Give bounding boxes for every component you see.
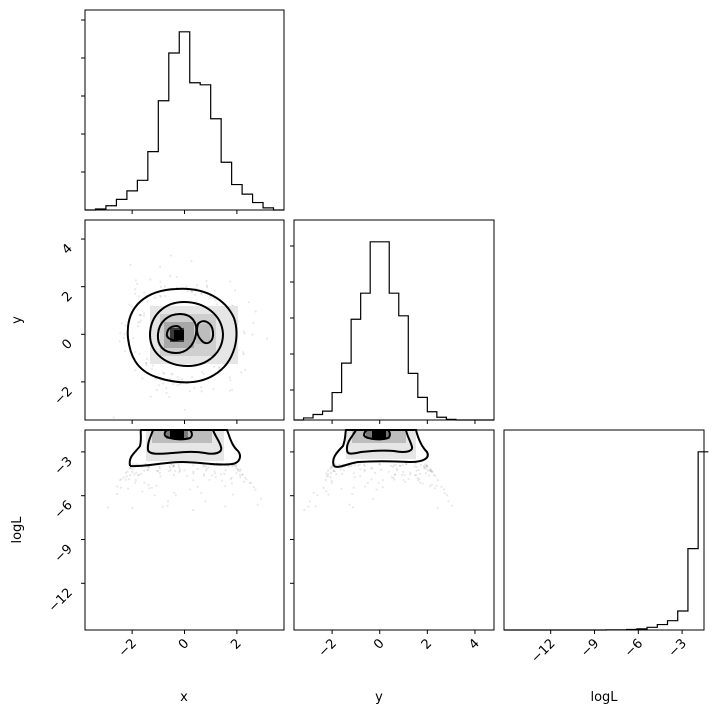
ylabel-logL: logL	[10, 516, 25, 544]
contours-x-y	[126, 287, 238, 384]
scatter-y-logL	[303, 462, 453, 512]
ylabel-y: y	[10, 316, 25, 324]
panel-frame-y-hist	[293, 219, 495, 421]
xtick-label-y: −2	[316, 636, 340, 660]
histogram-logL	[504, 451, 709, 631]
xlabel-logL: logL	[590, 690, 618, 705]
xtick-label-x: −2	[116, 636, 140, 660]
panel-frame-logL-hist	[503, 429, 705, 631]
xlabel-y: y	[375, 690, 383, 705]
xtick-label-logL: −6	[622, 636, 646, 660]
xlabel-x: x	[180, 690, 188, 705]
scatter-x-logL	[106, 462, 263, 512]
ytick-label-y: 0	[59, 337, 75, 353]
panel-frame-x-hist	[84, 9, 285, 211]
density-x-logL	[146, 431, 224, 461]
xtick-label-logL: −3	[666, 636, 690, 660]
xtick-label-x: 0	[176, 636, 192, 652]
contours-x-logL	[128, 429, 241, 468]
xtick-label-y: 2	[419, 636, 435, 652]
panel-frame-y-logL	[293, 429, 495, 631]
axis-ticks	[81, 19, 683, 634]
ytick-label-logL: −9	[52, 542, 76, 566]
ytick-label-y: 4	[59, 241, 75, 257]
contours-y-logL	[332, 429, 429, 468]
histogram-y	[294, 241, 494, 421]
xtick-label-x: 2	[228, 636, 244, 652]
ytick-label-logL: −12	[46, 586, 76, 616]
xtick-label-logL: −9	[578, 636, 602, 660]
ytick-label-y: 2	[59, 289, 75, 305]
xtick-label-y: 4	[466, 636, 482, 652]
density-x-y	[150, 306, 238, 364]
density-y-logL	[346, 431, 416, 459]
ytick-label-logL: −6	[52, 498, 76, 522]
ytick-label-y: −2	[52, 384, 76, 408]
histogram-x	[85, 31, 284, 211]
ytick-label-logL: −3	[52, 454, 76, 478]
xtick-label-logL: −12	[529, 636, 559, 666]
xtick-label-y: 0	[371, 636, 387, 652]
